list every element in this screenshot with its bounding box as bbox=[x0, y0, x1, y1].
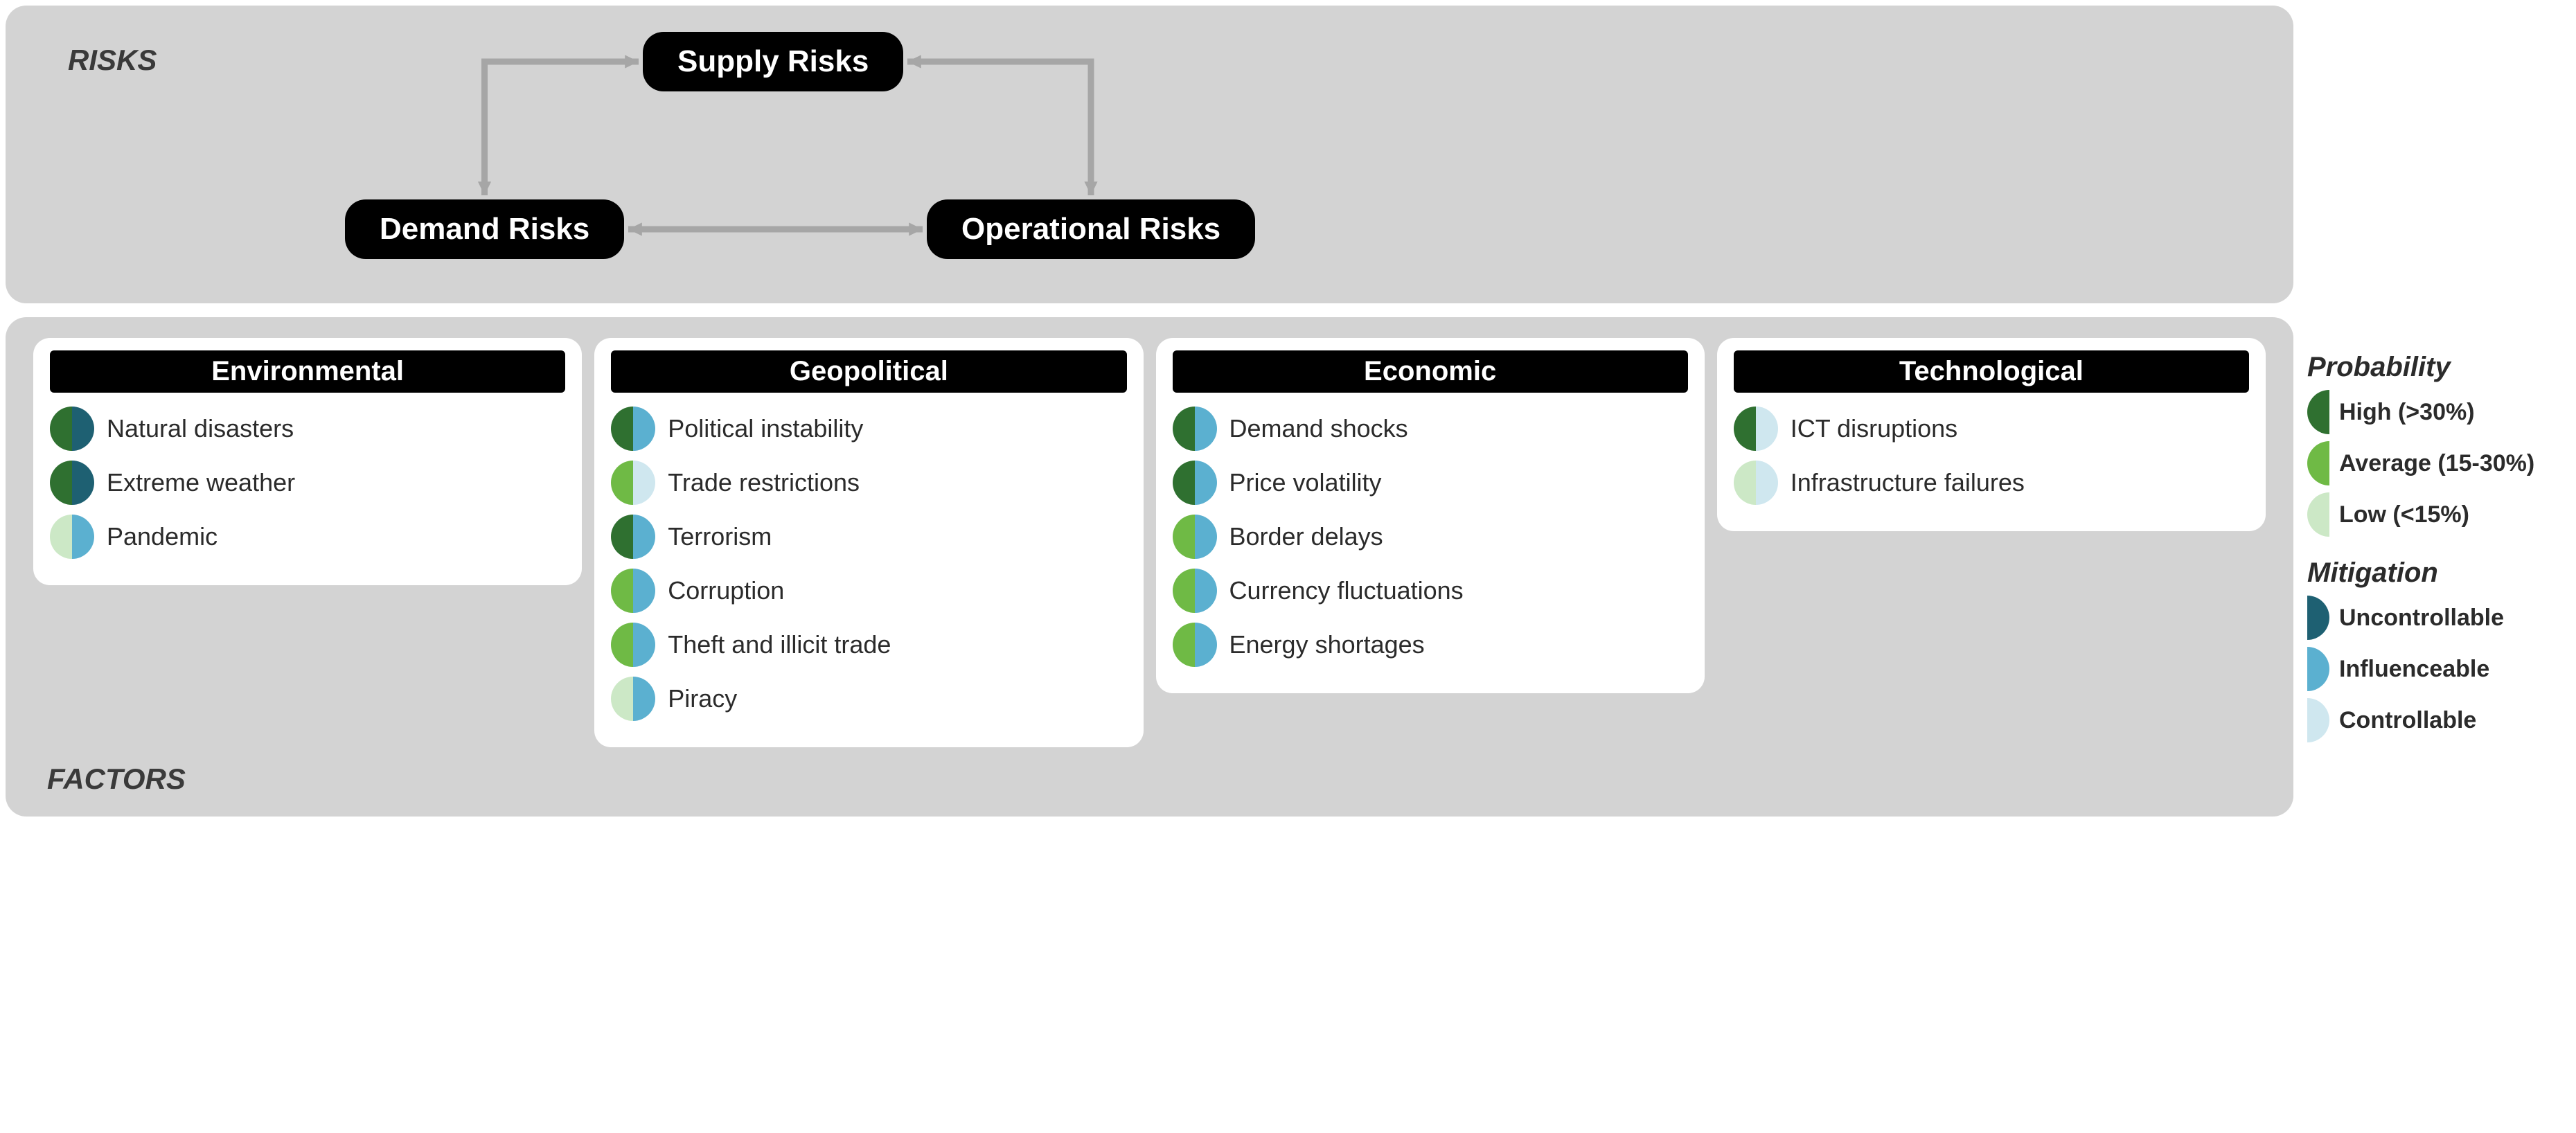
factor-item: Terrorism bbox=[611, 515, 1126, 559]
factor-item: Extreme weather bbox=[50, 461, 565, 505]
factor-header: Environmental bbox=[50, 350, 565, 393]
legend-mitigation-title: Mitigation bbox=[2307, 557, 2570, 589]
factor-item: Political instability bbox=[611, 407, 1126, 451]
risk-pill-icon bbox=[611, 623, 655, 667]
risk-pill-icon bbox=[611, 461, 655, 505]
factor-item: Theft and illicit trade bbox=[611, 623, 1126, 667]
risk-pill-icon bbox=[1734, 461, 1778, 505]
legend-label: High (>30%) bbox=[2339, 399, 2475, 426]
factor-item: Energy shortages bbox=[1173, 623, 1688, 667]
factor-item-label: Pandemic bbox=[107, 522, 217, 551]
legend-probability-title: Probability bbox=[2307, 352, 2570, 383]
factor-item: Infrastructure failures bbox=[1734, 461, 2249, 505]
risk-pill-icon bbox=[611, 677, 655, 721]
factor-card-technological: Technological ICT disruptions Infrastructu… bbox=[1717, 338, 2266, 531]
factors-panel-label: FACTORS bbox=[47, 762, 186, 796]
factor-item-label: ICT disruptions bbox=[1791, 414, 1957, 443]
risk-node-operational: Operational Risks bbox=[927, 199, 1255, 259]
factor-card-economic: Economic Demand shocks Price volatility Bor… bbox=[1156, 338, 1705, 693]
risk-pill-icon bbox=[1734, 407, 1778, 451]
factor-item-label: Energy shortages bbox=[1229, 630, 1425, 659]
legend-row: High (>30%) bbox=[2307, 390, 2570, 434]
factor-item-label: Infrastructure failures bbox=[1791, 468, 2025, 497]
risk-node-demand: Demand Risks bbox=[345, 199, 624, 259]
legend-row: Influenceable bbox=[2307, 647, 2570, 691]
factor-header: Geopolitical bbox=[611, 350, 1126, 393]
factor-item-label: Currency fluctuations bbox=[1229, 576, 1464, 605]
legend-row: Controllable bbox=[2307, 698, 2570, 742]
factor-item: Natural disasters bbox=[50, 407, 565, 451]
legend-swatch-icon bbox=[2307, 441, 2329, 485]
factor-item-label: Extreme weather bbox=[107, 468, 295, 497]
factor-item: Corruption bbox=[611, 569, 1126, 613]
factor-header: Technological bbox=[1734, 350, 2249, 393]
risk-pill-icon bbox=[1173, 461, 1217, 505]
legend-label: Average (15-30%) bbox=[2339, 450, 2534, 477]
factor-item: Piracy bbox=[611, 677, 1126, 721]
factor-item: Currency fluctuations bbox=[1173, 569, 1688, 613]
factor-item-label: Corruption bbox=[668, 576, 784, 605]
legend-row: Uncontrollable bbox=[2307, 596, 2570, 640]
legend-row: Average (15-30%) bbox=[2307, 441, 2570, 485]
risk-pill-icon bbox=[1173, 515, 1217, 559]
factor-item: Pandemic bbox=[50, 515, 565, 559]
factor-item-label: Theft and illicit trade bbox=[668, 630, 891, 659]
risk-pill-icon bbox=[50, 515, 94, 559]
factor-item-label: Price volatility bbox=[1229, 468, 1382, 497]
legend-label: Influenceable bbox=[2339, 656, 2489, 683]
risk-pill-icon bbox=[50, 407, 94, 451]
factor-card-environmental: Environmental Natural disasters Extreme we… bbox=[33, 338, 582, 585]
factor-item-label: Border delays bbox=[1229, 522, 1383, 551]
risks-panel-label: RISKS bbox=[68, 44, 157, 77]
risk-pill-icon bbox=[50, 461, 94, 505]
risk-pill-icon bbox=[1173, 623, 1217, 667]
risks-panel: RISKS Supply Risks Demand Risks Operatio… bbox=[6, 6, 2293, 303]
legend-column: Probability High (>30%) Average (15-30%) L… bbox=[2307, 6, 2570, 749]
factor-item: Border delays bbox=[1173, 515, 1688, 559]
risk-pill-icon bbox=[611, 569, 655, 613]
legend-mitigation-list: Uncontrollable Influenceable Controllable bbox=[2307, 596, 2570, 742]
factor-item-label: Trade restrictions bbox=[668, 468, 860, 497]
legend-probability-list: High (>30%) Average (15-30%) Low (<15%) bbox=[2307, 390, 2570, 537]
main-column: RISKS Supply Risks Demand Risks Operatio… bbox=[6, 6, 2293, 830]
legend-row: Low (<15%) bbox=[2307, 492, 2570, 537]
factor-item-label: Piracy bbox=[668, 684, 737, 713]
legend-swatch-icon bbox=[2307, 596, 2329, 640]
legend-label: Controllable bbox=[2339, 707, 2476, 734]
risk-pill-icon bbox=[1173, 569, 1217, 613]
factor-item: Demand shocks bbox=[1173, 407, 1688, 451]
factors-panel: Environmental Natural disasters Extreme we… bbox=[6, 317, 2293, 817]
factor-item: ICT disruptions bbox=[1734, 407, 2249, 451]
risk-pill-icon bbox=[1173, 407, 1217, 451]
legend-label: Uncontrollable bbox=[2339, 605, 2504, 632]
risk-node-supply: Supply Risks bbox=[643, 32, 903, 91]
factor-card-geopolitical: Geopolitical Political instability Trade r… bbox=[594, 338, 1143, 747]
legend-swatch-icon bbox=[2307, 698, 2329, 742]
legend-swatch-icon bbox=[2307, 647, 2329, 691]
factor-item: Trade restrictions bbox=[611, 461, 1126, 505]
factor-item-label: Demand shocks bbox=[1229, 414, 1408, 443]
factors-row: Environmental Natural disasters Extreme we… bbox=[26, 331, 2273, 803]
factor-item-label: Political instability bbox=[668, 414, 863, 443]
risk-pill-icon bbox=[611, 407, 655, 451]
diagram-root: RISKS Supply Risks Demand Risks Operatio… bbox=[6, 6, 2570, 830]
factor-header: Economic bbox=[1173, 350, 1688, 393]
legend-label: Low (<15%) bbox=[2339, 501, 2469, 528]
factor-item-label: Terrorism bbox=[668, 522, 772, 551]
legend-swatch-icon bbox=[2307, 492, 2329, 537]
factor-item: Price volatility bbox=[1173, 461, 1688, 505]
factor-item-label: Natural disasters bbox=[107, 414, 294, 443]
risk-pill-icon bbox=[611, 515, 655, 559]
legend-swatch-icon bbox=[2307, 390, 2329, 434]
